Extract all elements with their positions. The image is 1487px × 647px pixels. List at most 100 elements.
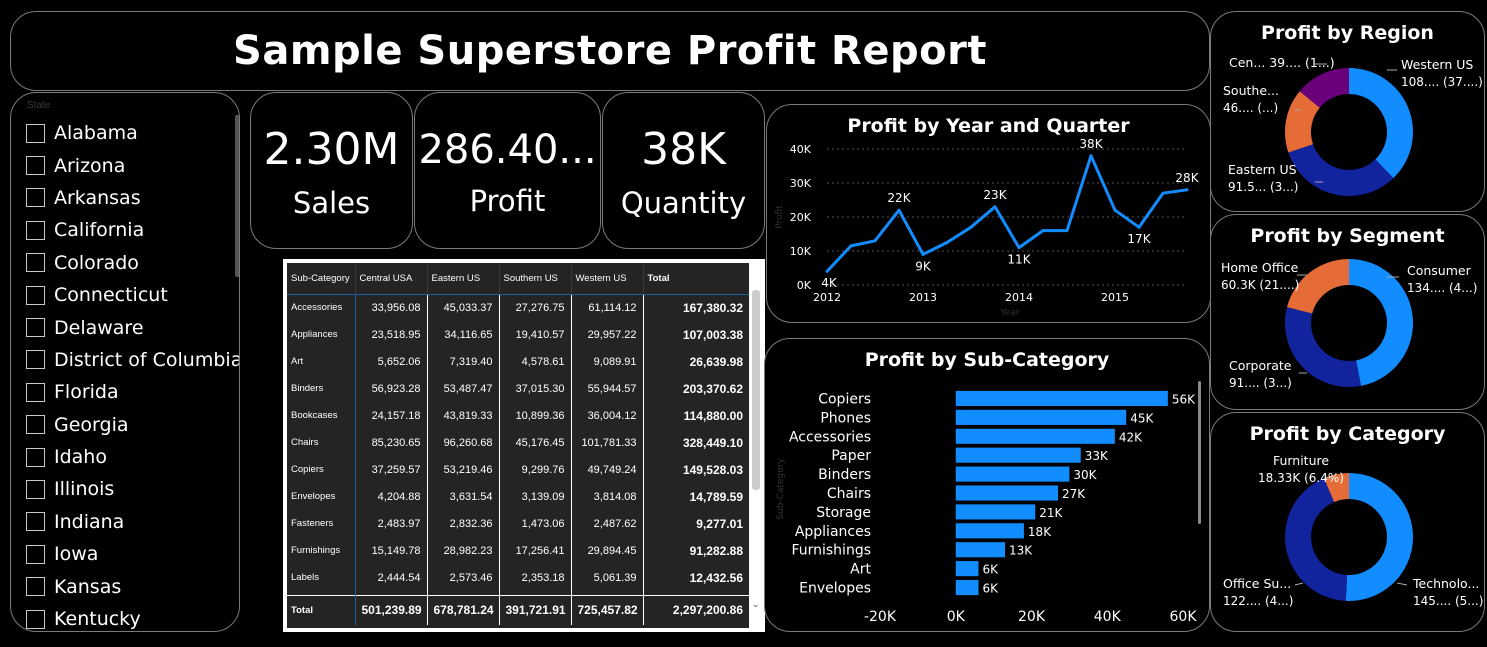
profit-line: [825, 154, 1188, 273]
slicer-item[interactable]: District of Columbia: [26, 344, 239, 376]
table-cell: 36,004.12: [571, 402, 644, 429]
table-row: Accessories 33,956.08 45,033.37 27,276.75 61…: [287, 294, 749, 321]
slicer-item-label: Iowa: [54, 543, 99, 566]
data-point: [1089, 154, 1093, 158]
slicer-list: Alabama Arizona Arkansas California Colorado…: [26, 117, 239, 631]
row-header: Accessories: [287, 294, 356, 321]
checkbox[interactable]: [26, 156, 45, 176]
donut-slice: [1323, 473, 1349, 503]
slicer-item-label: Delaware: [54, 316, 144, 339]
checkbox[interactable]: [26, 479, 45, 499]
table-cell: 149,528.03: [682, 462, 743, 477]
table-cell: 15,149.78: [355, 537, 428, 564]
donut-slice: [1299, 68, 1349, 108]
checkbox[interactable]: [26, 318, 45, 338]
data-point: [969, 225, 973, 229]
checkbox[interactable]: [26, 577, 45, 597]
slicer-item-label: Indiana: [54, 510, 125, 533]
scroll-down-icon[interactable]: ⌄: [752, 600, 760, 610]
slicer-item[interactable]: Indiana: [26, 506, 226, 538]
region-donut-panel[interactable]: Profit by Region Western US 108.... (37..…: [1210, 11, 1485, 212]
slice-label: Corporate: [1229, 358, 1292, 373]
data-point: [1065, 229, 1069, 233]
table-row: Copiers 37,259.57 53,219.46 9,299.76 49,749.…: [287, 456, 749, 483]
checkbox[interactable]: [26, 512, 45, 532]
table-cell: 33,956.08: [355, 294, 428, 321]
column-header[interactable]: Sub-Category: [287, 263, 356, 295]
slicer-item[interactable]: Connecticut: [26, 279, 226, 311]
category-chart-title: Profit by Category: [1249, 423, 1446, 445]
slicer-item[interactable]: Illinois: [26, 473, 226, 505]
checkbox[interactable]: [26, 253, 45, 273]
bar-chart-scrollbar: [1198, 381, 1201, 524]
slicer-item[interactable]: Idaho: [26, 441, 226, 473]
table-cell: 2,483.97: [355, 510, 428, 537]
table-cell: 45,176.45: [499, 429, 572, 456]
matrix-scrollbar[interactable]: [752, 290, 760, 490]
table-cell: 3,631.54: [427, 483, 500, 510]
table-row: Bookcases 24,157.18 43,819.33 10,899.36 36,0…: [287, 402, 749, 429]
slice-value: 122.... (4...): [1223, 594, 1293, 608]
table-cell: 91,282.88: [689, 543, 743, 558]
y-tick-label: 40K: [790, 143, 812, 156]
slicer-item-label: Arkansas: [54, 186, 141, 209]
x-tick-label: -20K: [864, 609, 897, 625]
profit-matrix-visual[interactable]: Sub-Category Central USA Eastern US Souther…: [283, 259, 765, 632]
checkbox[interactable]: [26, 123, 45, 143]
category-donut-panel[interactable]: Profit by Category Technolo... 145.... (5…: [1210, 412, 1485, 632]
slicer-item[interactable]: Arizona: [26, 149, 226, 181]
slicer-item[interactable]: Delaware: [26, 311, 226, 343]
table-cell: 34,116.65: [427, 321, 500, 348]
slicer-scrollbar[interactable]: [235, 115, 239, 277]
slicer-item[interactable]: Florida: [26, 376, 226, 408]
x-tick-label: 2013: [909, 291, 937, 304]
data-label: 17K: [1127, 232, 1151, 246]
bar: [955, 390, 1168, 407]
donut-slice: [1285, 91, 1320, 153]
slicer-item-label: Arizona: [54, 154, 126, 177]
slicer-item[interactable]: Alabama: [26, 117, 226, 149]
checkbox[interactable]: [26, 544, 45, 564]
data-point: [1185, 188, 1189, 192]
table-row: Fasteners 2,483.97 2,832.36 1,473.06 2,487.6…: [287, 510, 749, 537]
table-cell: 96,260.68: [427, 429, 500, 456]
slicer-item[interactable]: California: [26, 214, 226, 246]
slicer-item-label: Idaho: [54, 446, 107, 469]
row-header: Binders: [287, 375, 356, 402]
bar: [955, 523, 1024, 539]
donut-slice: [1349, 259, 1413, 386]
checkbox[interactable]: [26, 285, 45, 305]
slicer-item[interactable]: Kentucky: [26, 603, 226, 631]
row-header: Appliances: [287, 321, 356, 348]
checkbox[interactable]: [26, 220, 45, 240]
column-header[interactable]: Eastern US: [427, 263, 500, 295]
segment-donut-panel[interactable]: Profit by Segment Consumer 134.... (4...)…: [1210, 214, 1485, 410]
checkbox[interactable]: [26, 350, 45, 370]
table-cell: 9,299.76: [499, 456, 572, 483]
profit-matrix: Sub-Category Central USA Eastern US Souther…: [287, 263, 749, 628]
line-chart-panel[interactable]: Profit by Year and Quarter 0K 10K 20K 30K 40…: [766, 104, 1211, 323]
column-header[interactable]: Western US: [571, 263, 644, 295]
checkbox[interactable]: [26, 447, 45, 467]
checkbox[interactable]: [26, 382, 45, 402]
slicer-item-label: Florida: [54, 381, 119, 404]
checkbox[interactable]: [26, 609, 45, 629]
table-cell: 85,230.65: [355, 429, 428, 456]
column-header[interactable]: Total: [643, 263, 749, 295]
checkbox[interactable]: [26, 188, 45, 208]
column-header[interactable]: Southern US: [499, 263, 572, 295]
category-label: Binders: [818, 467, 871, 483]
table-cell: 53,219.46: [427, 456, 500, 483]
category-label: Art: [850, 562, 871, 578]
state-slicer[interactable]: State Alabama Arizona Arkansas California Co…: [10, 92, 240, 632]
slicer-item[interactable]: Colorado: [26, 247, 226, 279]
slicer-item[interactable]: Georgia: [26, 409, 226, 441]
bar-chart-panel[interactable]: Profit by Sub-Category Copiers 56K Phones 4…: [764, 338, 1210, 632]
category-donut-chart: Technolo... 145.... (5...) Office Su... 122…: [1223, 453, 1483, 608]
slicer-item[interactable]: Kansas: [26, 570, 226, 602]
checkbox[interactable]: [26, 415, 45, 435]
column-header[interactable]: Central USA: [355, 263, 428, 295]
slicer-item[interactable]: Arkansas: [26, 182, 226, 214]
data-label: 38K: [1079, 137, 1103, 151]
slicer-item[interactable]: Iowa: [26, 538, 226, 570]
